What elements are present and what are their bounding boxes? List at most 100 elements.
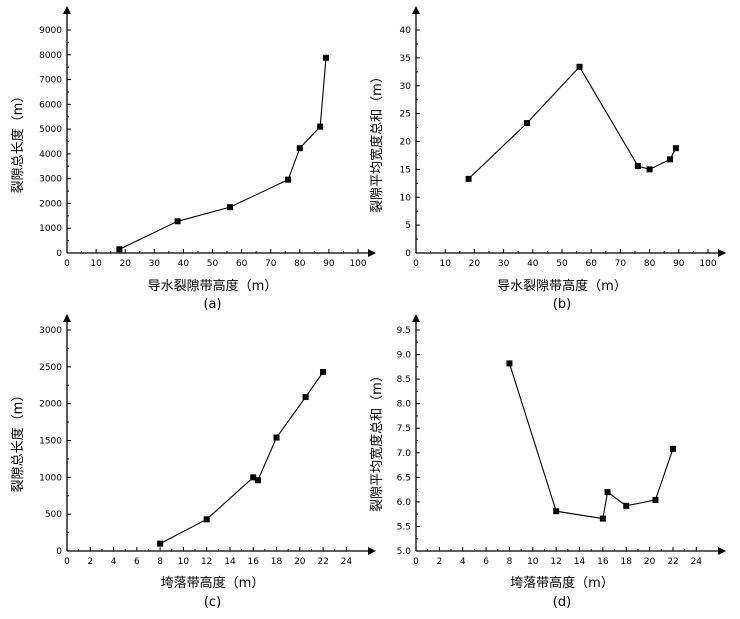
x-tick-label: 80 — [644, 259, 656, 269]
x-tick-label: 70 — [615, 259, 627, 269]
x-tick-label: 6 — [134, 557, 140, 567]
y-tick-label: 3000 — [39, 175, 62, 185]
data-point — [667, 156, 674, 163]
y-tick-label: 7.0 — [397, 449, 412, 459]
panel-label: (d) — [553, 595, 571, 610]
chart-panel-d: 0 2 4 6 8 10 12 14 16 18 20 22 245.05.56.06.57.07.58… — [369, 314, 726, 610]
x-tick-label: 20 — [294, 557, 306, 567]
y-tick-label: 2000 — [39, 400, 62, 410]
y-tick-label: 5.5 — [397, 522, 411, 532]
x-tick-label: 14 — [224, 557, 236, 567]
y-tick-label: 35 — [400, 54, 411, 64]
y-tick-label: 6.5 — [397, 473, 411, 483]
y-tick-label: 9000 — [39, 26, 62, 36]
chart-panel-b: 0 10 20 30 40 50 60 70 80 90 100 0 5 10 15 20 25 30 35 40 导水… — [369, 6, 726, 312]
y-tick-label: 6000 — [39, 100, 62, 110]
data-point — [317, 123, 324, 130]
x-tick-label: 60 — [585, 259, 597, 269]
x-axis-label: 导水裂隙带高度（m） — [148, 278, 278, 294]
y-tick-label: 9.0 — [397, 351, 412, 361]
x-tick-label: 8 — [157, 557, 163, 567]
data-point — [599, 515, 606, 522]
data-point — [296, 145, 303, 152]
data-point — [646, 166, 653, 173]
y-tick-label: 20 — [400, 138, 412, 148]
series-line — [159, 371, 324, 545]
x-tick-label: 16 — [248, 557, 260, 567]
y-tick-label: 0 — [56, 249, 62, 259]
x-tick-label: 12 — [201, 557, 212, 567]
y-tick-label: 4000 — [39, 150, 62, 160]
data-point — [523, 120, 530, 127]
x-tick-label: 50 — [556, 259, 568, 269]
y-tick-label: 10 — [400, 193, 412, 203]
data-point — [604, 489, 611, 496]
x-tick-label: 10 — [439, 259, 451, 269]
y-tick-label: 500 — [45, 510, 62, 520]
data-point — [634, 163, 641, 170]
series-line — [508, 363, 674, 520]
data-point — [226, 204, 233, 211]
x-axis-label: 导水裂隙带高度（m） — [497, 278, 627, 294]
y-axis-label: 裂隙总长度（m） — [10, 389, 26, 493]
x-tick-label: 0 — [64, 557, 70, 567]
x-tick-label: 14 — [574, 557, 586, 567]
data-point — [174, 218, 181, 225]
x-tick-label: 100 — [349, 259, 366, 269]
x-tick-label: 0 — [413, 259, 419, 269]
panel-label: (b) — [553, 297, 571, 312]
x-tick-label: 0 — [413, 557, 419, 567]
x-tick-label: 16 — [597, 557, 609, 567]
x-tick-label: 70 — [265, 259, 277, 269]
y-tick-label: 8000 — [39, 51, 62, 61]
y-tick-label: 7.5 — [397, 424, 411, 434]
y-tick-label: 15 — [400, 165, 411, 175]
x-tick-label: 90 — [673, 259, 685, 269]
y-tick-label: 9.5 — [397, 326, 411, 336]
y-tick-label: 40 — [400, 26, 412, 36]
x-tick-label: 20 — [119, 259, 131, 269]
chart-panel-a: 0 10 20 30 40 50 60 70 80 90 100010002000300040005… — [10, 6, 376, 312]
x-tick-label: 30 — [149, 259, 161, 269]
y-tick-label: 5.0 — [397, 547, 412, 557]
y-axis-label: 裂隙总长度（m） — [10, 90, 26, 194]
data-point — [322, 54, 329, 61]
y-tick-label: 8.5 — [397, 375, 411, 385]
data-point — [285, 176, 292, 183]
y-tick-label: 1500 — [39, 437, 62, 447]
x-tick-label: 12 — [550, 557, 561, 567]
x-tick-label: 10 — [527, 557, 539, 567]
panel-label: (a) — [203, 297, 221, 312]
y-tick-label: 5 — [405, 221, 411, 231]
y-tick-label: 1000 — [39, 473, 62, 483]
x-tick-label: 22 — [667, 557, 678, 567]
data-point — [273, 434, 280, 441]
data-point — [116, 246, 123, 253]
y-tick-label: 30 — [400, 82, 412, 92]
data-point — [320, 368, 327, 375]
data-point — [623, 502, 630, 509]
y-tick-label: 25 — [400, 110, 411, 120]
x-tick-label: 6 — [483, 557, 489, 567]
data-point — [157, 540, 164, 547]
x-axis-label: 垮落带高度（m） — [161, 575, 265, 591]
x-tick-label: 10 — [178, 557, 190, 567]
y-tick-label: 0 — [405, 249, 411, 259]
y-axis-label: 裂隙平均宽度总和（m） — [369, 369, 385, 512]
data-point — [250, 474, 257, 481]
x-tick-label: 40 — [178, 259, 190, 269]
x-tick-label: 18 — [621, 557, 633, 567]
x-tick-label: 2 — [87, 557, 93, 567]
data-point — [669, 445, 676, 452]
y-tick-label: 1000 — [39, 224, 62, 234]
chart-panel-c: 0 2 4 6 8 10 12 14 16 18 20 22 240500100015002000250… — [10, 314, 376, 610]
data-point — [203, 516, 210, 523]
x-tick-label: 100 — [699, 259, 716, 269]
x-tick-label: 20 — [469, 259, 481, 269]
x-axis-label: 垮落带高度（m） — [510, 575, 614, 591]
data-point — [652, 496, 659, 503]
data-point — [672, 145, 679, 152]
y-tick-label: 8.0 — [397, 400, 412, 410]
data-point — [506, 360, 513, 367]
